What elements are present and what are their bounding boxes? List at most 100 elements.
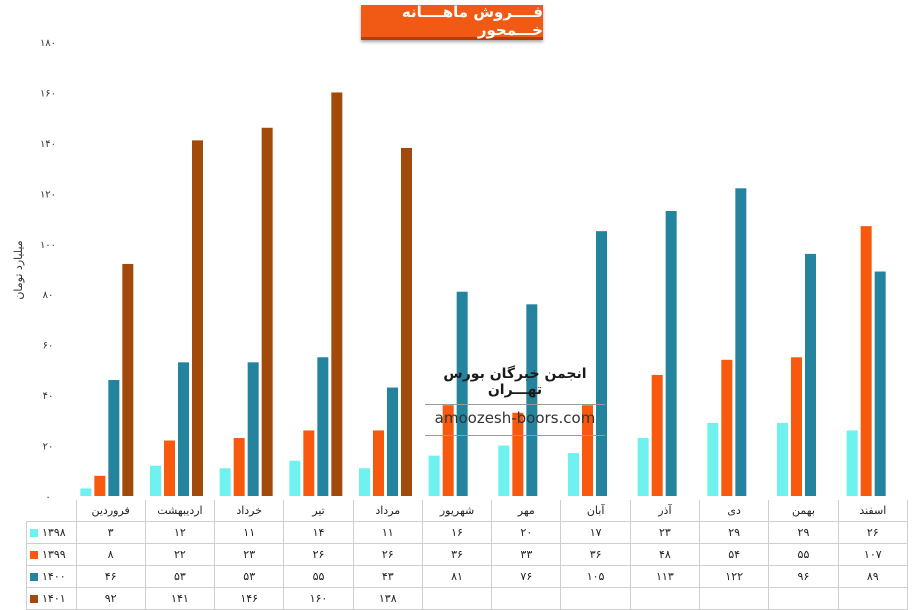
- category-label: دی: [699, 500, 770, 522]
- data-label: ۹۶: [768, 565, 839, 588]
- data-label: ۱۴۱: [144, 587, 216, 610]
- y-tick-label: ۴۰: [43, 391, 54, 402]
- data-label: ۸: [75, 543, 146, 566]
- bar: [735, 188, 747, 497]
- bar: [94, 475, 106, 496]
- category-label: خرداد: [214, 500, 285, 522]
- bar: [359, 468, 370, 496]
- watermark-divider: [425, 435, 605, 436]
- data-label: ۸۱: [421, 565, 493, 588]
- bar: [846, 430, 858, 496]
- data-label: ۹۲: [75, 587, 146, 610]
- bar: [860, 226, 872, 496]
- legend-swatch: [30, 595, 38, 603]
- data-label: ۵۳: [214, 565, 285, 588]
- legend-label: ۱۴۰۰: [42, 570, 66, 583]
- y-tick-label: ۱۸۰: [40, 38, 56, 49]
- legend-entry: ۱۳۹۹: [26, 543, 77, 566]
- data-label: ۴۳: [352, 565, 423, 588]
- data-label: ۲۳: [629, 521, 701, 544]
- data-label: ۱۶۰: [283, 587, 354, 610]
- y-tick-label: ۰: [45, 492, 50, 500]
- data-label: ۱۱: [352, 521, 423, 544]
- bar: [122, 263, 134, 496]
- bar: [498, 445, 510, 496]
- bar: [80, 488, 92, 496]
- bar: [303, 430, 315, 496]
- bar: [512, 412, 524, 496]
- data-label: [560, 587, 631, 610]
- bar: [568, 453, 579, 496]
- bar: [707, 422, 719, 496]
- data-label: ۱۷: [560, 521, 631, 544]
- category-label: آذر: [629, 500, 701, 522]
- data-label: ۴۶: [75, 565, 146, 588]
- data-label: ۱۴۶: [214, 587, 285, 610]
- bar: [108, 379, 120, 496]
- data-label: ۲۲: [144, 543, 216, 566]
- data-label: ۲۶: [352, 543, 423, 566]
- bar: [387, 387, 398, 496]
- data-label: ۲۶: [837, 521, 909, 544]
- data-label: [768, 587, 839, 610]
- legend-entry: ۱۳۹۸: [26, 521, 77, 544]
- data-label: ۱۲: [144, 521, 216, 544]
- bar: [582, 405, 593, 496]
- legend-entry: ۱۴۰۱: [26, 587, 77, 610]
- data-label: ۲۰: [491, 521, 562, 544]
- bar: [331, 92, 343, 496]
- watermark-name: انجمن خبرگان بورس تهـــران: [443, 366, 587, 398]
- data-label: ۵۴: [699, 543, 770, 566]
- bar-chart: ۰ ۲۰ ۴۰ ۶۰ ۸۰ ۱۰۰ ۱۲۰ ۱۴۰ ۱۶۰ ۱۸۰ میلیارد تومان: [12, 38, 886, 500]
- legend-entry: ۱۴۰۰: [26, 565, 77, 588]
- bar-series: [80, 92, 886, 497]
- data-label: ۷۶: [491, 565, 562, 588]
- data-label: ۳۳: [491, 543, 562, 566]
- category-label: مهر: [491, 500, 562, 522]
- bar: [178, 362, 189, 496]
- category-label: شهریور: [421, 500, 493, 522]
- data-label: ۵۵: [283, 565, 354, 588]
- bar: [651, 374, 663, 496]
- watermark-url: amoozesh-boors.com: [434, 409, 596, 427]
- data-label: [421, 587, 493, 610]
- category-label: اسفند: [837, 500, 909, 522]
- table-row: ۱۳۹۸ ۳ ۱۲ ۱۱ ۱۴ ۱۱ ۱۶ ۲۰ ۱۷ ۲۳ ۲۹ ۲۹ ۲۶: [26, 521, 909, 544]
- legend-swatch: [30, 573, 38, 581]
- y-tick-label: ۸۰: [43, 290, 54, 301]
- legend-label: ۱۳۹۹: [42, 548, 66, 561]
- chart-title: فــــروش ماهــــانه خـــمحور: [361, 3, 543, 40]
- bar: [401, 147, 412, 496]
- category-label: فروردین: [75, 500, 146, 522]
- table-row: ۱۴۰۰ ۴۶ ۵۳ ۵۳ ۵۵ ۴۳ ۸۱ ۷۶ ۱۰۵ ۱۱۳ ۱۲۲ ۹۶ ۸۹: [26, 565, 909, 588]
- bar: [526, 304, 538, 496]
- category-label: بهمن: [768, 500, 839, 522]
- y-axis: ۰ ۲۰ ۴۰ ۶۰ ۸۰ ۱۰۰ ۱۲۰ ۱۴۰ ۱۶۰ ۱۸۰: [40, 38, 56, 500]
- data-label: ۲۹: [768, 521, 839, 544]
- bar: [219, 468, 231, 496]
- bar: [721, 359, 733, 496]
- table-corner: [26, 500, 77, 522]
- bar: [164, 440, 175, 496]
- bar: [791, 357, 802, 496]
- bar: [289, 460, 301, 496]
- data-label: ۲۶: [283, 543, 354, 566]
- data-label: ۱۲۲: [699, 565, 770, 588]
- data-label: ۵۵: [768, 543, 839, 566]
- y-tick-label: ۱۴۰: [40, 139, 56, 150]
- y-tick-label: ۶۰: [43, 341, 54, 352]
- y-axis-label: میلیارد تومان: [12, 240, 25, 299]
- data-label: ۴۸: [629, 543, 701, 566]
- watermark: انجمن خبرگان بورس تهـــران amoozesh-boor…: [425, 366, 605, 436]
- y-tick-label: ۱۶۰: [40, 88, 56, 99]
- data-table: فروردین اردیبهشت خرداد تیر مرداد شهریور مهر آبا…: [26, 500, 909, 610]
- legend-label: ۱۴۰۱: [42, 592, 66, 605]
- legend-swatch: [30, 551, 38, 559]
- bar: [805, 253, 816, 496]
- bar: [442, 405, 454, 496]
- data-label: [699, 587, 770, 610]
- bar: [247, 362, 259, 496]
- data-label: ۳۶: [560, 543, 631, 566]
- bar: [874, 271, 886, 496]
- bar: [637, 437, 649, 496]
